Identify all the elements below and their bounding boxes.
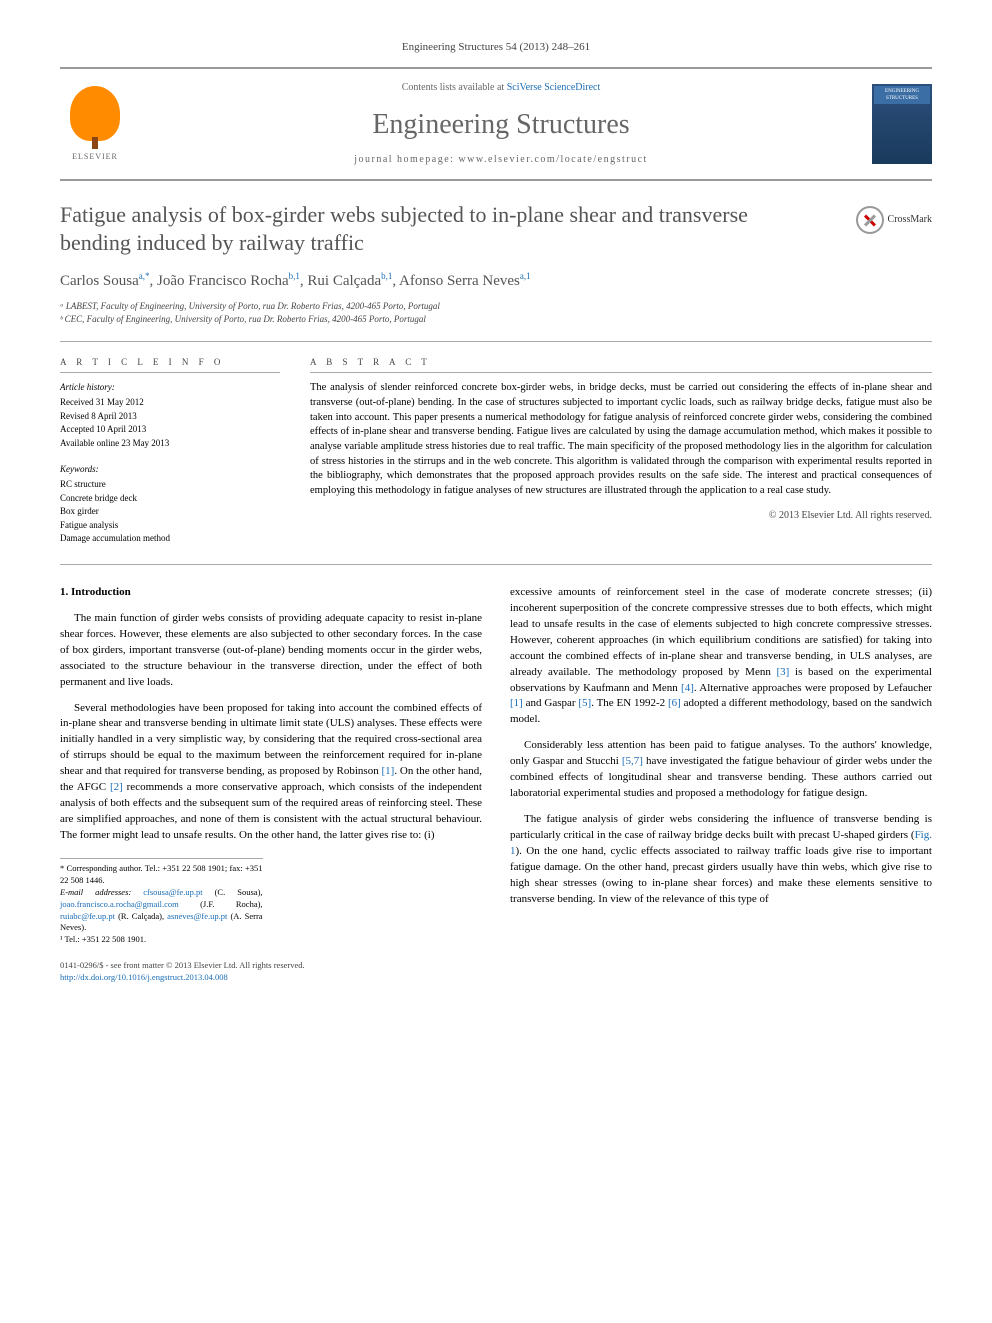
affiliation-b: ᵇ CEC, Faculty of Engineering, Universit… — [60, 313, 932, 327]
crossmark-icon — [856, 206, 884, 234]
paragraph: The main function of girder webs consist… — [60, 611, 482, 691]
footnotes: * Corresponding author. Tel.: +351 22 50… — [60, 858, 263, 946]
journal-header-box: ELSEVIER Contents lists available at Sci… — [60, 67, 932, 180]
keyword: Box girder — [60, 505, 280, 518]
citation-link[interactable]: [4] — [681, 682, 694, 694]
article-info-heading: A R T I C L E I N F O — [60, 356, 280, 374]
citation-link[interactable]: [1] — [382, 765, 395, 777]
tel-footnote: ¹ Tel.: +351 22 508 1901. — [60, 934, 263, 946]
history-accepted: Accepted 10 April 2013 — [60, 423, 280, 436]
keyword: Damage accumulation method — [60, 532, 280, 545]
text-run: and Gaspar — [523, 697, 579, 709]
header-center: Contents lists available at SciVerse Sci… — [130, 81, 872, 166]
citation-link[interactable]: [3] — [777, 666, 790, 678]
abstract-copyright: © 2013 Elsevier Ltd. All rights reserved… — [310, 509, 932, 523]
affiliation-a: ᵃ LABEST, Faculty of Engineering, Univer… — [60, 300, 932, 314]
publisher-name: ELSEVIER — [72, 151, 118, 162]
history-online: Available online 23 May 2013 — [60, 437, 280, 450]
paragraph: excessive amounts of reinforcement steel… — [510, 585, 932, 728]
crossmark-badge[interactable]: CrossMark — [856, 206, 932, 234]
abstract-heading: A B S T R A C T — [310, 356, 932, 374]
authors-line: Carlos Sousaa,*, João Francisco Rochab,1… — [60, 270, 932, 292]
divider — [60, 341, 932, 342]
contents-line: Contents lists available at SciVerse Sci… — [130, 81, 872, 95]
history-label: Article history: — [60, 381, 280, 394]
text-run: excessive amounts of reinforcement steel… — [510, 586, 932, 678]
citation-link[interactable]: [2] — [110, 781, 123, 793]
elsevier-tree-icon — [70, 86, 120, 141]
abstract-text: The analysis of slender reinforced concr… — [310, 381, 932, 499]
affiliations: ᵃ LABEST, Faculty of Engineering, Univer… — [60, 300, 932, 327]
article-title: Fatigue analysis of box-girder webs subj… — [60, 201, 932, 258]
text-run: ). On the one hand, cyclic effects assoc… — [510, 845, 932, 905]
paragraph: Considerably less attention has been pai… — [510, 738, 932, 802]
abstract-column: A B S T R A C T The analysis of slender … — [310, 356, 932, 546]
doi-link[interactable]: http://dx.doi.org/10.1016/j.engstruct.20… — [60, 972, 228, 982]
divider — [60, 564, 932, 565]
article-info-column: A R T I C L E I N F O Article history: R… — [60, 356, 280, 546]
journal-reference: Engineering Structures 54 (2013) 248–261 — [60, 40, 932, 55]
citation-link[interactable]: [5] — [578, 697, 591, 709]
homepage-url[interactable]: www.elsevier.com/locate/engstruct — [458, 154, 647, 165]
homepage-prefix: journal homepage: — [354, 154, 458, 165]
left-column: 1. Introduction The main function of gir… — [60, 585, 482, 946]
history-received: Received 31 May 2012 — [60, 396, 280, 409]
text-run: . Alternative approaches were proposed b… — [694, 682, 932, 694]
email-label: E-mail addresses: — [60, 887, 143, 897]
keyword: RC structure — [60, 478, 280, 491]
keyword: Concrete bridge deck — [60, 492, 280, 505]
crossmark-label: CrossMark — [888, 213, 932, 227]
citation-link[interactable]: [1] — [510, 697, 523, 709]
paragraph: The fatigue analysis of girder webs cons… — [510, 812, 932, 908]
citation-link[interactable]: [6] — [668, 697, 681, 709]
keywords-label: Keywords: — [60, 463, 280, 476]
sciencedirect-link[interactable]: SciVerse ScienceDirect — [507, 82, 601, 93]
contents-prefix: Contents lists available at — [402, 82, 507, 93]
section-1-heading: 1. Introduction — [60, 585, 482, 601]
page-footer: 0141-0296/$ - see front matter © 2013 El… — [60, 960, 932, 984]
citation-link[interactable]: [5,7] — [622, 755, 643, 767]
corresponding-author: * Corresponding author. Tel.: +351 22 50… — [60, 863, 263, 887]
keyword: Fatigue analysis — [60, 519, 280, 532]
history-revised: Revised 8 April 2013 — [60, 410, 280, 423]
email-line: E-mail addresses: cfsousa@fe.up.pt (C. S… — [60, 887, 263, 935]
issn-line: 0141-0296/$ - see front matter © 2013 El… — [60, 960, 932, 972]
body-columns: 1. Introduction The main function of gir… — [60, 585, 932, 946]
elsevier-logo: ELSEVIER — [60, 84, 130, 164]
text-run: The fatigue analysis of girder webs cons… — [510, 813, 932, 841]
paragraph: Several methodologies have been proposed… — [60, 701, 482, 844]
journal-name: Engineering Structures — [130, 105, 872, 144]
text-run: . The EN 1992-2 — [591, 697, 668, 709]
right-column: excessive amounts of reinforcement steel… — [510, 585, 932, 946]
cover-label: ENGINEERING STRUCTURES — [874, 86, 930, 104]
journal-cover-thumbnail: ENGINEERING STRUCTURES — [872, 84, 932, 164]
homepage-line: journal homepage: www.elsevier.com/locat… — [130, 153, 872, 167]
text-run: recommends a more conservative approach,… — [60, 781, 482, 841]
